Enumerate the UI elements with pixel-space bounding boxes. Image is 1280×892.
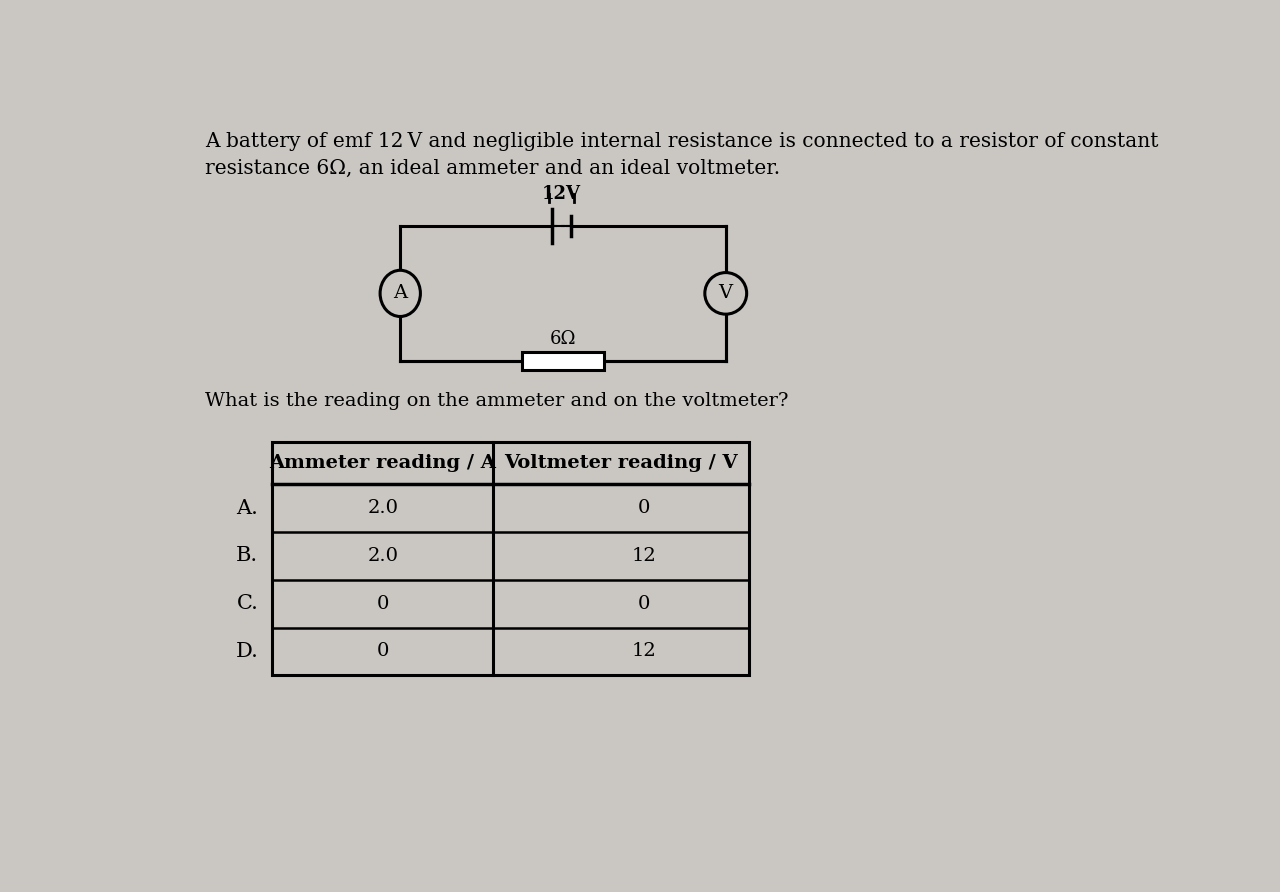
Text: A: A	[393, 285, 407, 302]
Text: What is the reading on the ammeter and on the voltmeter?: What is the reading on the ammeter and o…	[205, 392, 788, 410]
Text: 2.0: 2.0	[367, 500, 398, 517]
Ellipse shape	[380, 270, 420, 317]
Text: 0: 0	[376, 642, 389, 660]
Text: Voltmeter reading / V: Voltmeter reading / V	[504, 454, 739, 472]
Text: 12: 12	[632, 642, 657, 660]
Circle shape	[705, 273, 746, 314]
Text: V: V	[718, 285, 733, 302]
Bar	[522, 352, 604, 370]
Text: 6Ω: 6Ω	[549, 330, 576, 348]
Text: 12: 12	[632, 547, 657, 565]
Text: 0: 0	[639, 595, 650, 613]
Text: 12V: 12V	[541, 186, 581, 203]
Text: Ammeter reading / A: Ammeter reading / A	[269, 454, 497, 472]
Text: B.: B.	[237, 547, 259, 566]
Text: A.: A.	[237, 499, 259, 517]
Text: 2.0: 2.0	[367, 547, 398, 565]
Text: C.: C.	[237, 594, 259, 613]
Bar	[273, 442, 749, 675]
Text: D.: D.	[236, 642, 259, 661]
Text: 0: 0	[376, 595, 389, 613]
Text: resistance 6Ω, an ideal ammeter and an ideal voltmeter.: resistance 6Ω, an ideal ammeter and an i…	[205, 160, 780, 178]
Text: A battery of emf 12 V and negligible internal resistance is connected to a resis: A battery of emf 12 V and negligible int…	[205, 132, 1158, 151]
Text: 0: 0	[639, 500, 650, 517]
